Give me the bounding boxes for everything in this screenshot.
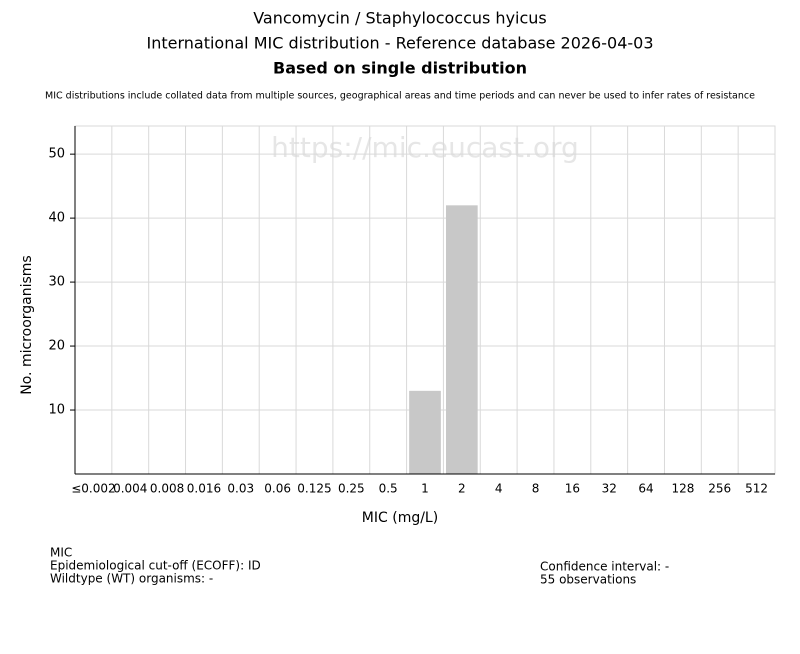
chart-heading: Based on single distribution bbox=[273, 59, 527, 78]
y-tick-label: 20 bbox=[48, 339, 65, 354]
x-tick-label: 64 bbox=[638, 482, 653, 496]
footer-right: Confidence interval: - bbox=[540, 560, 669, 574]
y-axis-label: No. microorganisms bbox=[19, 255, 35, 394]
x-tick-label: 0.25 bbox=[338, 482, 365, 496]
x-tick-label: 0.06 bbox=[264, 482, 291, 496]
footer-left: MIC bbox=[50, 546, 72, 560]
x-tick-label: 128 bbox=[671, 482, 694, 496]
y-tick-label: 30 bbox=[48, 275, 65, 290]
footer-right: 55 observations bbox=[540, 573, 636, 587]
x-tick-label: 0.004 bbox=[113, 482, 147, 496]
x-tick-label: 0.125 bbox=[297, 482, 331, 496]
x-tick-label: 4 bbox=[495, 482, 503, 496]
y-tick-label: 10 bbox=[48, 403, 65, 418]
x-tick-label: 0.03 bbox=[227, 482, 254, 496]
footer-left: Wildtype (WT) organisms: - bbox=[50, 572, 213, 586]
x-tick-label: 32 bbox=[602, 482, 617, 496]
x-tick-label: 0.5 bbox=[379, 482, 398, 496]
x-tick-label: ≤0.002 bbox=[71, 482, 115, 496]
y-tick-label: 50 bbox=[48, 147, 65, 162]
chart-subtitle: International MIC distribution - Referen… bbox=[146, 34, 653, 53]
x-tick-label: 0.008 bbox=[150, 482, 184, 496]
footer-left: Epidemiological cut-off (ECOFF): ID bbox=[50, 559, 261, 573]
bar bbox=[409, 390, 441, 474]
x-tick-label: 2 bbox=[458, 482, 466, 496]
bar bbox=[446, 205, 478, 474]
x-tick-label: 8 bbox=[532, 482, 540, 496]
x-tick-label: 512 bbox=[745, 482, 768, 496]
x-tick-label: 16 bbox=[565, 482, 580, 496]
x-tick-label: 1 bbox=[421, 482, 429, 496]
x-tick-label: 256 bbox=[708, 482, 731, 496]
chart-title: Vancomycin / Staphylococcus hyicus bbox=[253, 9, 547, 28]
x-axis-label: MIC (mg/L) bbox=[362, 510, 438, 526]
y-tick-label: 40 bbox=[48, 211, 65, 226]
watermark: https://mic.eucast.org bbox=[271, 131, 579, 164]
x-tick-label: 0.016 bbox=[187, 482, 221, 496]
chart-note: MIC distributions include collated data … bbox=[45, 91, 755, 102]
